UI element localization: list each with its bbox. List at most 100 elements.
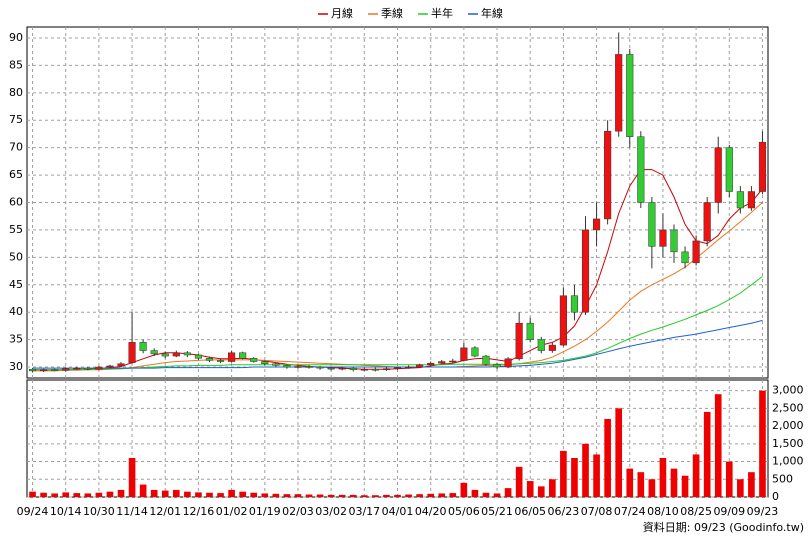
volume-bar [228, 489, 235, 497]
candle-body [548, 344, 556, 351]
y-tick-label: 30 [9, 360, 23, 373]
volume-bar [759, 390, 766, 497]
x-tick-label: 07/08 [581, 505, 613, 518]
candle-body [84, 367, 92, 370]
candle-body [228, 352, 236, 362]
volume-bar [460, 482, 468, 497]
candle-body [272, 363, 280, 366]
candle-body [95, 366, 103, 370]
volume-bar [504, 488, 512, 497]
volume-bar [184, 491, 191, 497]
candle-body [360, 368, 368, 371]
volume-tick-label: 2,000 [772, 419, 804, 432]
candle-body [294, 366, 302, 368]
y-tick-label: 90 [9, 31, 23, 44]
volume-bar [670, 468, 678, 497]
candle-body [637, 136, 645, 203]
candle-body [504, 358, 512, 368]
candle-body [659, 229, 667, 247]
y-tick-label: 65 [9, 168, 23, 181]
candle-body [714, 147, 722, 203]
candle-body [681, 251, 689, 264]
candle-body [526, 322, 534, 340]
candle-body [216, 360, 225, 362]
y-tick-label: 85 [9, 58, 23, 71]
candle-body [250, 358, 258, 362]
volume-bar [150, 489, 158, 497]
candle-body [28, 368, 37, 372]
y-tick-label: 50 [9, 250, 23, 263]
volume-bar [593, 454, 600, 497]
x-tick-label: 10/14 [50, 505, 82, 518]
volume-bar [239, 491, 246, 497]
candle-body [117, 363, 125, 367]
volume-bar [272, 493, 280, 497]
x-tick-label: 09/09 [713, 505, 745, 518]
candle-body [139, 342, 147, 351]
volume-tick-label: 500 [772, 472, 793, 485]
volume-bar [161, 490, 169, 497]
x-tick-label: 07/24 [614, 505, 646, 518]
candle-body [736, 191, 744, 209]
x-tick-label: 04/20 [415, 505, 447, 518]
y-tick-label: 70 [9, 141, 23, 154]
candle-body [493, 364, 501, 368]
candle-body [703, 202, 711, 242]
volume-tick-label: 1,000 [772, 455, 804, 468]
volume-bar [316, 494, 324, 497]
volume-bar [372, 495, 379, 497]
volume-bar [206, 492, 213, 497]
candle-body [62, 368, 70, 371]
volume-bar [714, 394, 722, 497]
candle-body [183, 352, 191, 356]
volume-tick-label: 2,500 [772, 401, 804, 414]
volume-bar [560, 450, 567, 497]
volume-bar [95, 492, 103, 497]
volume-bar [250, 492, 258, 497]
x-tick-label: 04/01 [382, 505, 414, 518]
volume-bar [637, 472, 645, 497]
volume-bar [648, 479, 656, 497]
candle-body [670, 229, 678, 253]
volume-bar [195, 492, 202, 497]
y-tick-label: 60 [9, 196, 23, 209]
volume-bar [51, 493, 58, 497]
volume-bar [737, 479, 744, 497]
x-tick-label: 03/17 [348, 505, 380, 518]
volume-bar [261, 493, 269, 497]
volume-tick-label: 0 [772, 490, 779, 503]
candle-body [626, 54, 634, 137]
candle-body [515, 322, 523, 360]
volume-bar [515, 466, 523, 497]
volume-bar [748, 472, 755, 497]
y-tick-label: 55 [9, 223, 23, 236]
candle-body [604, 130, 612, 220]
candle-body [305, 366, 313, 368]
volume-bar [305, 494, 313, 497]
candle-body [593, 218, 601, 231]
candle-body [692, 240, 700, 264]
candle-body [747, 191, 755, 209]
volume-bar [482, 492, 490, 497]
volume-bar [526, 481, 534, 497]
candle-body [205, 358, 214, 361]
candle-body [471, 347, 479, 357]
volume-bar [416, 494, 423, 497]
volume-bar [571, 458, 578, 497]
candle-body [382, 368, 391, 371]
moving-average-line [32, 276, 763, 371]
candle-body [758, 141, 767, 192]
candle-body [40, 369, 48, 372]
candle-body [371, 368, 379, 371]
volume-frame [26, 379, 769, 498]
volume-bar [327, 494, 335, 497]
volume-bar [692, 454, 700, 497]
volume-bar [128, 458, 136, 497]
volume-bar [338, 494, 346, 497]
candle-body [194, 354, 202, 359]
volume-bar [73, 493, 81, 497]
y-tick-label: 40 [9, 305, 23, 318]
candle-body [172, 352, 180, 357]
